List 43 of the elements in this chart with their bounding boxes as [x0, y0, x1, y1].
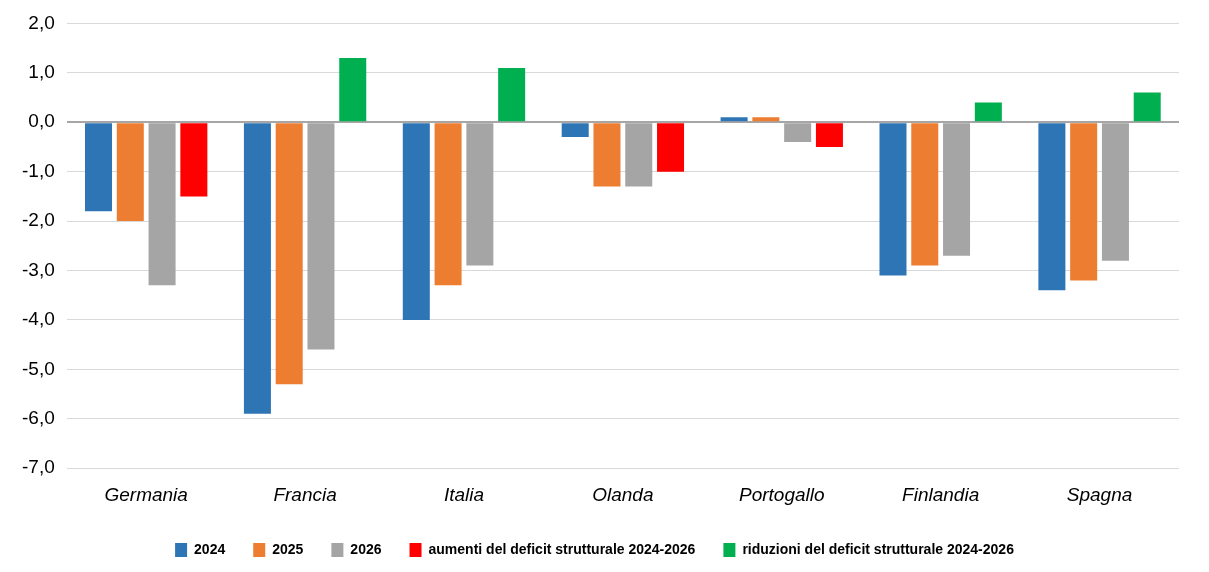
legend-label: 2026 [350, 540, 382, 557]
bar [815, 123, 843, 147]
bar [498, 67, 526, 122]
bar [434, 123, 462, 286]
y-tick-label: -4,0 [21, 308, 55, 330]
y-tick-label: -1,0 [21, 159, 55, 181]
x-tick-label: Francia [273, 483, 337, 505]
y-tick-label: 2,0 [28, 11, 55, 33]
bar [1070, 123, 1098, 281]
x-tick-label: Italia [443, 483, 485, 505]
bar [752, 117, 780, 122]
bar [339, 58, 367, 122]
bar [275, 123, 303, 385]
y-tick-label: -3,0 [21, 258, 55, 280]
x-tick-label: Finlandia [902, 483, 980, 505]
bar [243, 123, 271, 414]
bar [116, 123, 144, 222]
x-tick-label: Germania [104, 483, 188, 505]
legend-label: 2025 [272, 540, 304, 557]
x-tick-label: Olanda [592, 483, 654, 505]
bar [402, 123, 430, 320]
y-tick-label: 1,0 [28, 61, 55, 83]
x-tick-label: Spagna [1066, 483, 1133, 505]
bar [593, 123, 621, 187]
y-tick-label: -6,0 [21, 407, 55, 429]
bar [1038, 123, 1066, 291]
y-tick-label: -2,0 [21, 209, 55, 231]
bar [974, 102, 1002, 122]
bar [911, 123, 939, 266]
bar [657, 123, 685, 172]
legend-label: 2024 [194, 540, 226, 557]
bar [720, 117, 748, 122]
y-tick-label: -5,0 [21, 357, 55, 379]
legend-label: riduzioni del deficit strutturale 2024-2026 [742, 540, 1015, 557]
x-tick-label: Portogallo [738, 483, 825, 505]
y-tick-label: 0,0 [28, 110, 55, 132]
y-tick-label: -7,0 [21, 456, 55, 478]
bar [1133, 92, 1161, 122]
bar [180, 123, 208, 197]
bar [85, 123, 113, 212]
bar [879, 123, 907, 276]
legend-label: aumenti del deficit strutturale 2024-2026 [428, 540, 696, 557]
bar [561, 123, 589, 138]
